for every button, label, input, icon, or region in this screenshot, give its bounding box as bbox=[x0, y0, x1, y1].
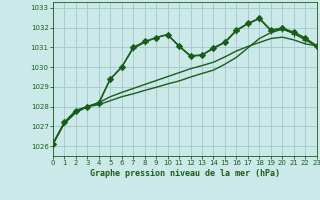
X-axis label: Graphe pression niveau de la mer (hPa): Graphe pression niveau de la mer (hPa) bbox=[90, 169, 280, 178]
